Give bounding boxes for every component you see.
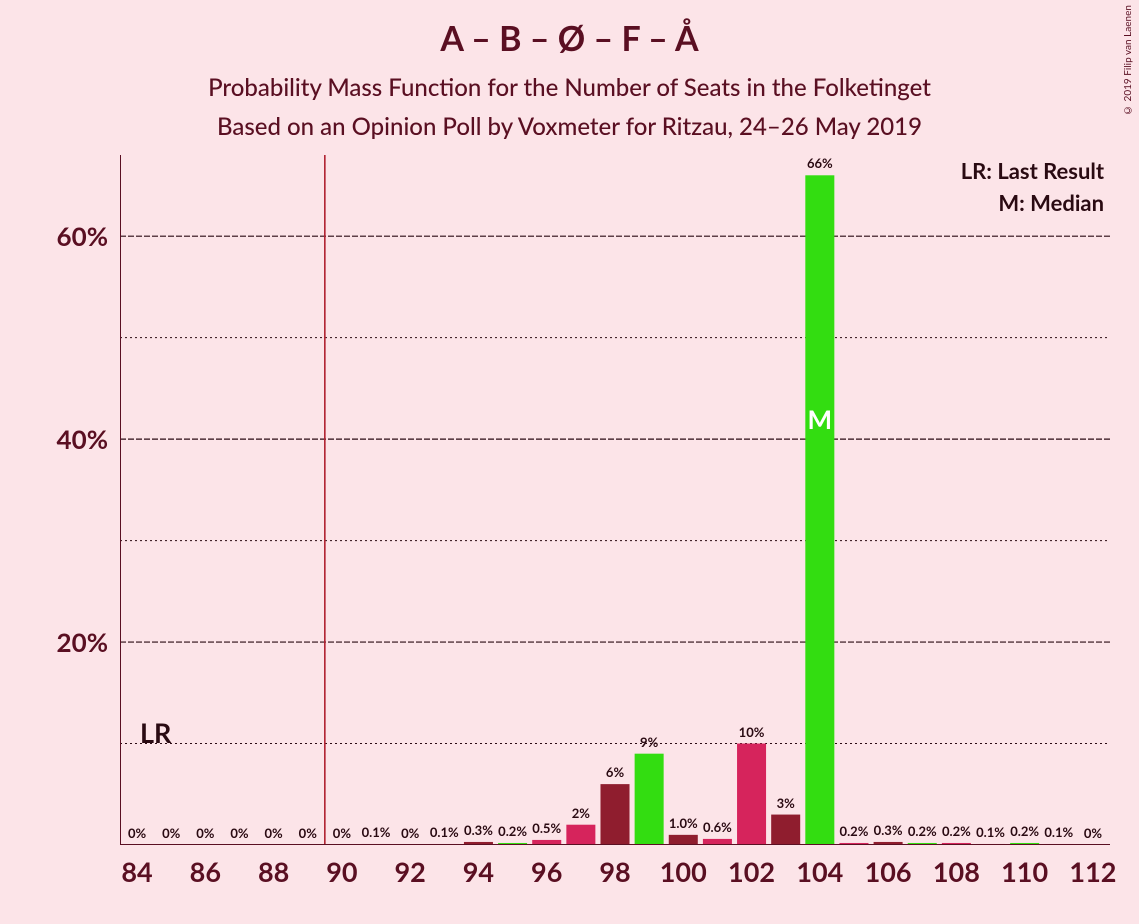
bar-value-label: 9% [640, 734, 658, 750]
bar-value-label: 6% [606, 764, 624, 780]
bar-value-label: 0.1% [430, 824, 459, 840]
bar-value-label: 10% [739, 724, 765, 740]
x-axis-tick-label: 90 [326, 845, 357, 888]
bar-value-label: 0.3% [874, 822, 903, 838]
bar-value-label: 0% [230, 825, 248, 841]
bar-value-label: 0.5% [532, 820, 561, 836]
x-axis-tick-label: 92 [395, 845, 426, 888]
chart-svg [120, 155, 1110, 845]
bar-value-label: 0% [265, 825, 283, 841]
x-axis-tick-label: 96 [531, 845, 562, 888]
chart-plot-area: 0% 0% 0% 0% 0% 0% 0% 0.1% 0% 0.1% 0.3% 0.2% 0.5% 2% 6%… [120, 155, 1110, 845]
bar-value-label: 0% [196, 825, 214, 841]
x-axis-tick-label: 102 [728, 845, 775, 888]
bar-value-label: 0.2% [840, 823, 869, 839]
bar-value-label: 3% [777, 795, 795, 811]
bar-value-label: 1.0% [669, 815, 698, 831]
bar-value-label: 2% [572, 805, 590, 821]
x-axis-tick-label: 112 [1069, 845, 1116, 888]
bar-value-label: 0% [401, 825, 419, 841]
chart-subtitle-2: Based on an Opinion Poll by Voxmeter for… [0, 102, 1139, 141]
legend-lr: LR: Last Result [961, 157, 1104, 184]
x-axis-tick-label: 86 [190, 845, 221, 888]
x-axis-tick-label: 100 [660, 845, 707, 888]
bar-value-label: 0% [299, 825, 317, 841]
x-axis-tick-label: 88 [258, 845, 289, 888]
median-marker: M [808, 403, 833, 435]
x-axis-tick-label: 94 [463, 845, 494, 888]
y-axis-tick-label: 40% [57, 423, 120, 455]
bar-value-label: 0% [333, 825, 351, 841]
bar-value-label: 0.2% [1010, 823, 1039, 839]
x-axis-tick-label: 104 [796, 845, 843, 888]
x-axis-tick-label: 106 [865, 845, 912, 888]
x-axis-tick-label: 108 [933, 845, 980, 888]
bar-value-label: 0.1% [1044, 824, 1073, 840]
y-axis-tick-label: 60% [57, 220, 120, 252]
x-axis-tick-label: 84 [121, 845, 152, 888]
bar-value-label: 0% [162, 825, 180, 841]
bar-value-label: 66% [807, 155, 833, 171]
bar-value-label: 0.3% [464, 822, 493, 838]
bar-value-label: 0% [128, 825, 146, 841]
chart-subtitle-1: Probability Mass Function for the Number… [0, 59, 1139, 102]
legend-median: M: Median [998, 189, 1104, 216]
bar-value-label: 0.2% [498, 823, 527, 839]
copyright-text: © 2019 Filip van Laenen [1122, 5, 1134, 116]
lr-marker-label: LR [140, 716, 171, 749]
y-axis-tick-label: 20% [57, 626, 120, 658]
bar-value-label: 0.2% [942, 823, 971, 839]
chart-title: A – B – Ø – F – Å [0, 0, 1139, 59]
bar-value-label: 0.1% [976, 824, 1005, 840]
bar-value-label: 0.2% [908, 823, 937, 839]
bar-value-label: 0% [1084, 825, 1102, 841]
x-axis-tick-label: 110 [1001, 845, 1048, 888]
bar-value-label: 0.6% [703, 819, 732, 835]
bar-value-label: 0.1% [362, 824, 391, 840]
x-axis-tick-label: 98 [599, 845, 630, 888]
